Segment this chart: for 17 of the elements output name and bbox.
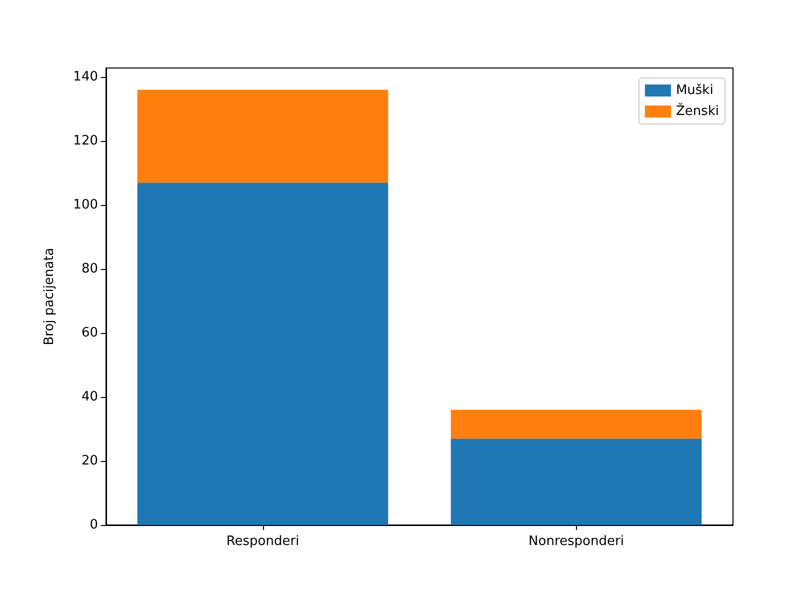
bar (450, 438, 702, 525)
y-tick-label: 60 (81, 325, 98, 340)
y-tick-label: 140 (73, 69, 98, 84)
y-tick-label: 20 (81, 453, 98, 468)
y-tick-label: 0 (90, 518, 98, 532)
bar (137, 182, 388, 525)
bar (137, 90, 388, 183)
y-axis-title: Broj pacijenata (42, 248, 57, 346)
y-tick-label: 120 (73, 133, 98, 148)
legend-label: Ženski (676, 102, 720, 119)
y-tick-label: 100 (73, 197, 98, 212)
y-tick-label: 80 (81, 261, 98, 276)
bar (450, 410, 702, 439)
y-tick-label: 40 (81, 389, 98, 404)
legend-label: Muški (676, 83, 714, 98)
x-tick-label: Nonresponderi (528, 534, 624, 549)
x-tick-label: Responderi (226, 534, 300, 549)
